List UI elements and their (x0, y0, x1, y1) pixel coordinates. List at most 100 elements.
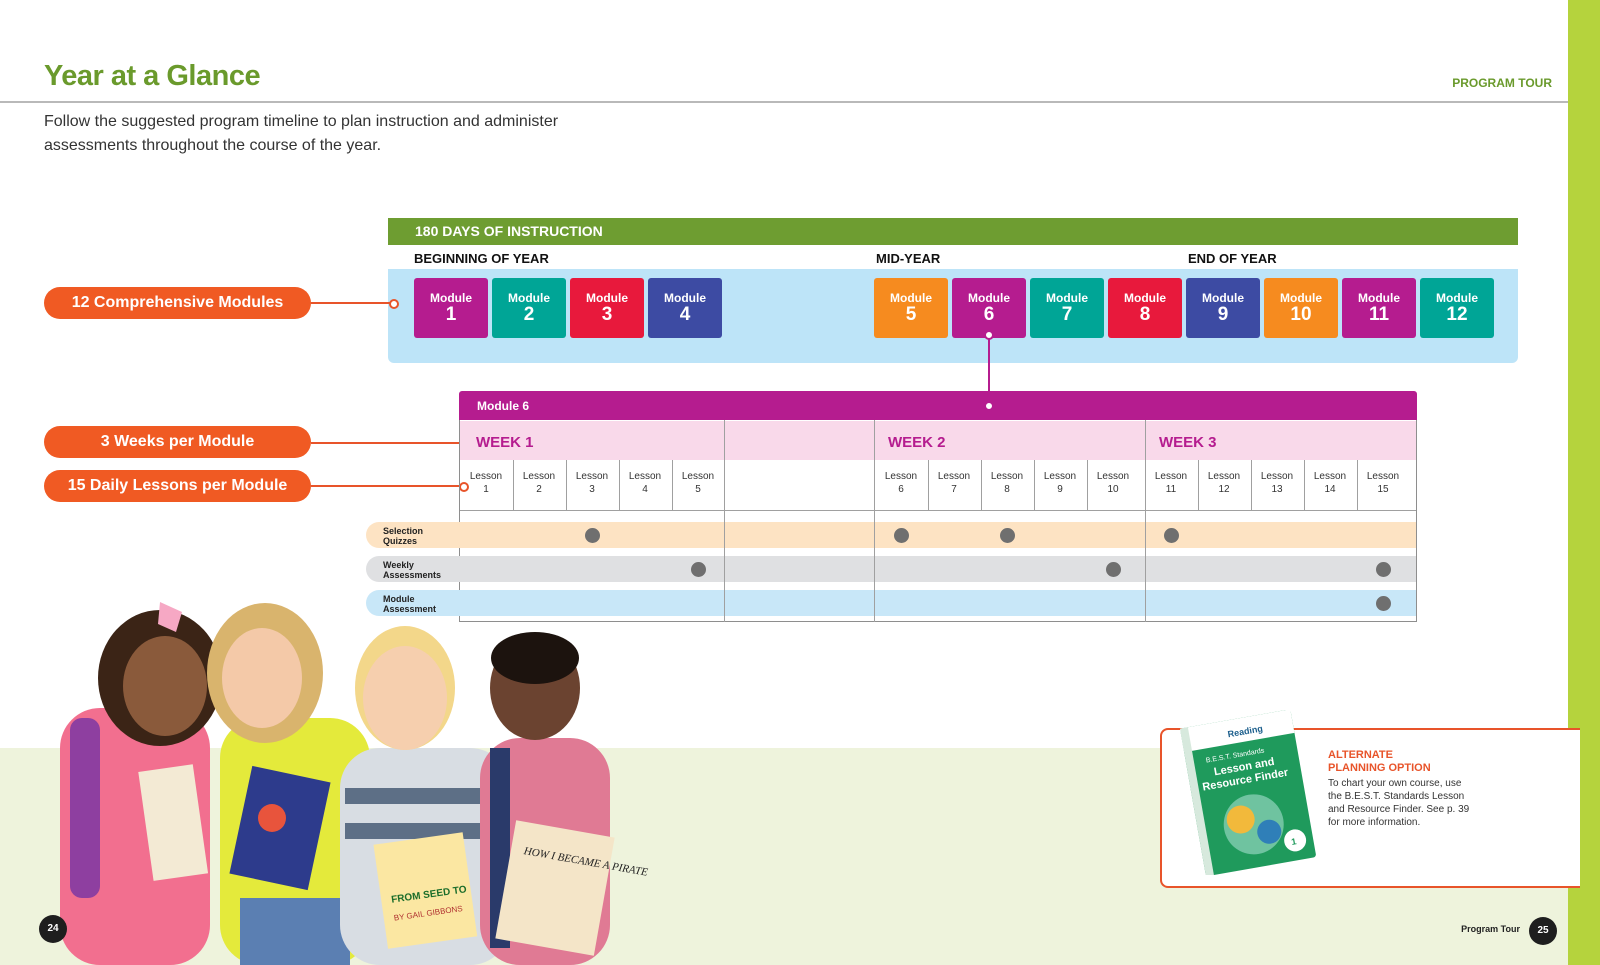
assessment-label-line2: Quizzes (383, 536, 418, 546)
alternate-title-line1: ALTERNATE (1328, 749, 1393, 761)
module-tile-number: 9 (1217, 304, 1229, 325)
lesson-word: Lesson (1154, 471, 1188, 482)
module-tile-label: Module (586, 291, 628, 305)
lesson-word: Lesson (681, 471, 715, 482)
page-number-right: 25 (1529, 917, 1557, 945)
callout-dot-modules (389, 299, 399, 309)
lesson-word: Lesson (1260, 471, 1294, 482)
lesson-divider (1198, 460, 1199, 510)
module-tile-number: 6 (983, 304, 995, 325)
module-tile-label: Module (1202, 291, 1244, 305)
lesson-header-10: Lesson 10 (1087, 470, 1139, 496)
lesson-header-8: Lesson 8 (981, 470, 1033, 496)
module-tile-number: 3 (601, 304, 613, 325)
module6-connector-dot-top (984, 330, 994, 340)
callout-dot-lessons (459, 482, 469, 492)
week-divider (874, 420, 875, 622)
section-label: PROGRAM TOUR (1452, 76, 1552, 90)
lesson-divider (981, 460, 982, 510)
callout-daily-lessons: 15 Daily Lessons per Module (44, 470, 311, 502)
week-2-label: WEEK 2 (888, 434, 946, 451)
lesson-divider (566, 460, 567, 510)
lesson-divider (1034, 460, 1035, 510)
module-tile-2: Module 2 (492, 278, 566, 338)
assessment-row-band (460, 522, 1416, 548)
lesson-header-15: Lesson 15 (1357, 470, 1409, 496)
alternate-planning-title: ALTERNATE PLANNING OPTION (1328, 749, 1498, 775)
intro-text: Follow the suggested program timeline to… (44, 113, 559, 154)
footer-label: Program Tour (1461, 924, 1520, 934)
phase-end-of-year: END OF YEAR (1188, 251, 1277, 266)
children-photo: FROM SEED TO BY GAIL GIBBONS HOW I BECAM… (60, 602, 649, 965)
module-tile-label: Module (508, 291, 550, 305)
lesson-word: Lesson (575, 471, 609, 482)
assessment-row-label: Module Assessment (366, 590, 462, 616)
lesson-number: 13 (1271, 484, 1283, 495)
module-tile-4: Module 4 (648, 278, 722, 338)
week-header-band (460, 421, 1416, 460)
module-tile-label: Module (1280, 291, 1322, 305)
callout-comprehensive-modules: 12 Comprehensive Modules (44, 287, 311, 319)
module-tile-number: 10 (1290, 304, 1312, 325)
lesson-number: 14 (1324, 484, 1336, 495)
days-of-instruction-bar: 180 DAYS OF INSTRUCTION (388, 218, 1518, 245)
lesson-row-bottom-rule (460, 510, 1416, 511)
header-rule (0, 101, 1568, 103)
assessment-label-line1: Weekly (383, 560, 414, 570)
callout-weeks-per-module: 3 Weeks per Module (44, 426, 311, 458)
lesson-number: 12 (1218, 484, 1230, 495)
callout-connector-modules (311, 302, 391, 304)
module-tile-number: 4 (679, 304, 691, 325)
phase-beginning-of-year: BEGINNING OF YEAR (414, 251, 549, 266)
lesson-header-1: Lesson 1 (460, 470, 512, 496)
week-1-label: WEEK 1 (476, 434, 534, 451)
lesson-word: Lesson (1207, 471, 1241, 482)
assessment-marker (1000, 527, 1015, 543)
module-tile-8: Module 8 (1108, 278, 1182, 338)
module6-connector-dot-bottom (984, 401, 994, 411)
module-tile-label: Module (1436, 291, 1478, 305)
week-divider (1145, 420, 1146, 622)
lesson-divider (1251, 460, 1252, 510)
lesson-number: 5 (695, 484, 701, 495)
lesson-header-14: Lesson 14 (1304, 470, 1356, 496)
assessment-marker (1106, 561, 1121, 577)
module-tile-label: Module (1358, 291, 1400, 305)
assessment-marker (1164, 527, 1179, 543)
assessment-row-band (460, 556, 1416, 582)
module-tile-label: Module (1046, 291, 1088, 305)
page-title: Year at a Glance (44, 60, 261, 92)
lesson-divider (1357, 460, 1358, 510)
assessment-marker (1376, 595, 1391, 611)
book-grade: 1 (1290, 836, 1297, 847)
module-tile-number: 12 (1446, 304, 1468, 325)
lesson-word: Lesson (1313, 471, 1347, 482)
resource-finder-book-cover: Reading B.E.S.T. Standards Lesson and Re… (1179, 710, 1316, 875)
lesson-number: 8 (1004, 484, 1010, 495)
lesson-word: Lesson (522, 471, 556, 482)
lesson-header-12: Lesson 12 (1198, 470, 1250, 496)
phase-mid-year: MID-YEAR (876, 251, 941, 266)
module-tile-label: Module (1124, 291, 1166, 305)
assessment-marker (585, 527, 600, 543)
module-tile-label: Module (968, 291, 1010, 305)
lesson-header-6: Lesson 6 (875, 470, 927, 496)
lesson-number: 2 (536, 484, 542, 495)
assessment-marker (894, 527, 909, 543)
lesson-number: 10 (1107, 484, 1119, 495)
module-tile-number: 7 (1061, 304, 1073, 325)
assessment-label-line2: Assessments (383, 570, 442, 580)
lesson-number: 9 (1057, 484, 1063, 495)
lesson-header-7: Lesson 7 (928, 470, 980, 496)
assessment-marker (1376, 561, 1391, 577)
callout-connector-lessons (311, 485, 461, 487)
lesson-number: 6 (898, 484, 904, 495)
module6-connector (988, 335, 990, 405)
lesson-divider (928, 460, 929, 510)
lesson-divider (1087, 460, 1088, 510)
assessment-row-label: Selection Quizzes (366, 522, 462, 548)
lesson-number: 15 (1377, 484, 1389, 495)
lesson-word: Lesson (469, 471, 503, 482)
lesson-header-2: Lesson 2 (513, 470, 565, 496)
callout-connector-weeks (311, 442, 461, 444)
